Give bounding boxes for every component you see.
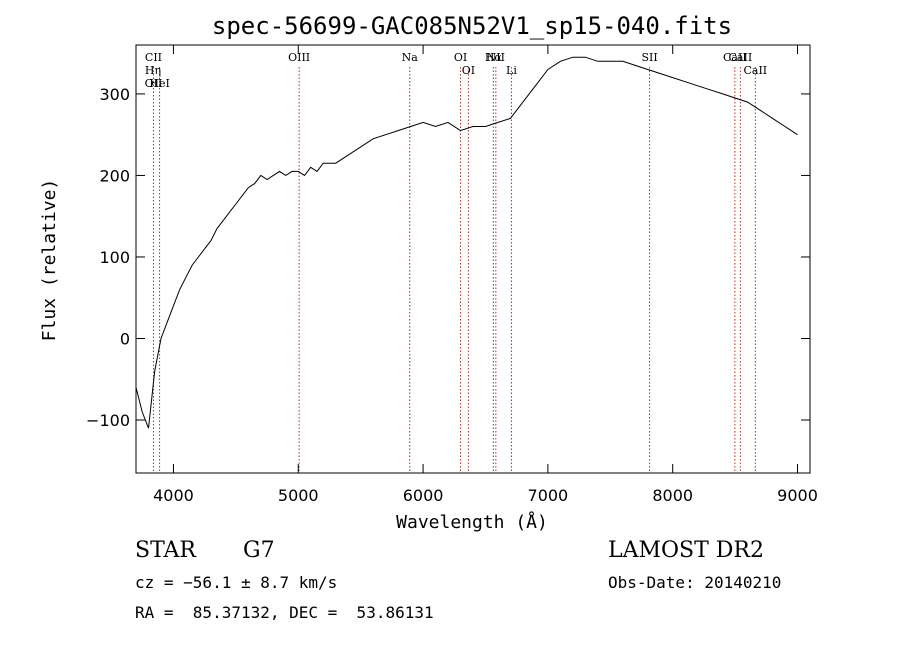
x-tick-label: 7000 (528, 486, 569, 505)
emission-line-markers (152, 67, 756, 473)
y-axis-ticks: −100 0 100 200 300 (86, 85, 810, 430)
survey-name: LAMOST DR2 (608, 538, 764, 563)
redshift-readout: cz = −56.1 ± 8.7 km/s (135, 573, 338, 592)
x-tick-label: 4000 (153, 486, 194, 505)
x-tick-label: 9000 (777, 486, 818, 505)
line-label-Na: Na (402, 51, 419, 64)
line-label-HeI: HeI (149, 77, 169, 90)
line-label-CaII: CaII (743, 64, 767, 77)
line-label-NII: NII (487, 51, 505, 64)
y-axis-label: Flux (relative) (39, 179, 60, 342)
x-tick-label: 6000 (403, 486, 444, 505)
line-label-CaII: CaII (729, 51, 753, 64)
y-tick-label: 100 (99, 248, 130, 267)
chart-title: spec-56699-GAC085N52V1_sp15-040.fits (212, 12, 732, 40)
line-label-Li: Li (506, 64, 517, 77)
line-label-CaII: CaII (723, 51, 747, 64)
coordinates: RA = 85.37132, DEC = 53.86131 (135, 603, 434, 622)
line-label-OI: OI (454, 51, 467, 64)
line-label-OI: OI (462, 64, 475, 77)
x-tick-label: 8000 (652, 486, 693, 505)
x-axis-label: Wavelength (Å) (396, 511, 548, 533)
object-class: STAR (135, 538, 196, 563)
y-tick-label: −100 (86, 411, 130, 430)
line-label-CII: CII (145, 51, 162, 64)
line-label-OII: OII (145, 77, 163, 90)
x-tick-label: 5000 (278, 486, 319, 505)
y-tick-label: 200 (99, 166, 130, 185)
spectrum-line (135, 56, 798, 429)
line-label-Hα: Hα (485, 51, 503, 64)
line-label-Hη: Hη (145, 64, 161, 77)
x-axis-ticks: 4000 5000 6000 7000 8000 9000 (153, 45, 818, 505)
line-label-SII: SII (641, 51, 657, 64)
y-tick-label: 300 (99, 85, 130, 104)
y-tick-label: 0 (120, 329, 130, 348)
line-label-OIII: OIII (288, 51, 310, 64)
obs-date: Obs-Date: 20140210 (608, 573, 782, 592)
plot-frame (135, 44, 811, 474)
object-subclass: G7 (243, 538, 275, 563)
